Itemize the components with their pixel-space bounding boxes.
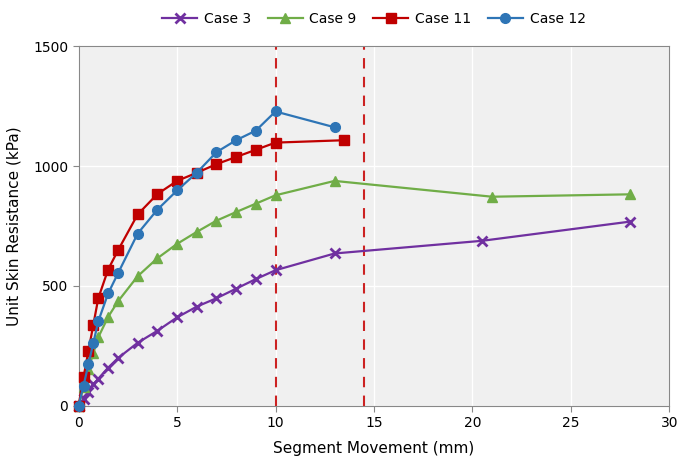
Case 11 xyxy=(134,212,142,217)
Case 11 xyxy=(75,403,83,408)
Case 11 xyxy=(340,138,349,143)
Case 11 xyxy=(173,178,181,184)
Case 12 xyxy=(173,188,181,193)
Legend: Case 3, Case 9, Case 11, Case 12: Case 3, Case 9, Case 11, Case 12 xyxy=(157,6,591,31)
Case 3 xyxy=(330,250,338,256)
Case 3 xyxy=(232,286,240,291)
Case 12 xyxy=(153,207,162,213)
Case 3 xyxy=(173,315,181,320)
Line: Case 11: Case 11 xyxy=(74,135,349,410)
Line: Case 12: Case 12 xyxy=(74,106,340,410)
Case 11 xyxy=(89,322,97,327)
Case 9 xyxy=(271,193,279,198)
Case 11 xyxy=(153,191,162,197)
Case 12 xyxy=(104,291,112,296)
Case 12 xyxy=(89,340,97,345)
Case 9 xyxy=(84,366,92,372)
Case 9 xyxy=(153,256,162,261)
Case 3 xyxy=(271,268,279,273)
Case 12 xyxy=(212,150,221,155)
Case 9 xyxy=(79,384,88,390)
Case 9 xyxy=(488,194,496,200)
Case 9 xyxy=(75,403,83,408)
Y-axis label: Unit Skin Resistance (kPa): Unit Skin Resistance (kPa) xyxy=(7,126,22,326)
Case 3 xyxy=(212,295,221,301)
Case 12 xyxy=(114,270,122,276)
Case 3 xyxy=(94,376,102,382)
Case 12 xyxy=(79,383,88,388)
Case 12 xyxy=(232,138,240,143)
Case 9 xyxy=(94,334,102,340)
Case 9 xyxy=(232,209,240,215)
Case 9 xyxy=(330,178,338,184)
Case 3 xyxy=(84,389,92,394)
Case 11 xyxy=(79,375,88,380)
Case 9 xyxy=(89,350,97,356)
Case 3 xyxy=(114,355,122,361)
Case 11 xyxy=(271,140,279,145)
Case 11 xyxy=(212,162,221,167)
X-axis label: Segment Movement (mm): Segment Movement (mm) xyxy=(273,441,475,456)
Line: Case 3: Case 3 xyxy=(74,217,635,410)
Case 12 xyxy=(84,362,92,367)
Case 12 xyxy=(271,109,279,114)
Case 9 xyxy=(114,299,122,304)
Case 9 xyxy=(251,201,260,206)
Case 3 xyxy=(153,328,162,334)
Case 12 xyxy=(94,319,102,324)
Case 11 xyxy=(84,348,92,354)
Case 11 xyxy=(192,170,201,175)
Case 9 xyxy=(626,192,634,197)
Case 12 xyxy=(251,128,260,133)
Case 9 xyxy=(134,274,142,279)
Case 3 xyxy=(75,403,83,408)
Case 12 xyxy=(75,403,83,408)
Case 3 xyxy=(89,382,97,387)
Case 9 xyxy=(104,314,112,320)
Case 3 xyxy=(79,396,88,401)
Case 9 xyxy=(173,241,181,247)
Case 3 xyxy=(626,219,634,225)
Case 12 xyxy=(192,170,201,175)
Case 3 xyxy=(192,304,201,309)
Case 11 xyxy=(114,248,122,253)
Case 12 xyxy=(330,125,338,130)
Case 3 xyxy=(134,340,142,345)
Case 12 xyxy=(134,231,142,237)
Case 3 xyxy=(478,238,486,244)
Case 9 xyxy=(192,229,201,235)
Line: Case 9: Case 9 xyxy=(74,176,635,410)
Case 11 xyxy=(94,295,102,301)
Case 11 xyxy=(251,147,260,153)
Case 9 xyxy=(212,218,221,224)
Case 11 xyxy=(104,267,112,272)
Case 3 xyxy=(251,276,260,282)
Case 11 xyxy=(232,154,240,160)
Case 3 xyxy=(104,365,112,370)
